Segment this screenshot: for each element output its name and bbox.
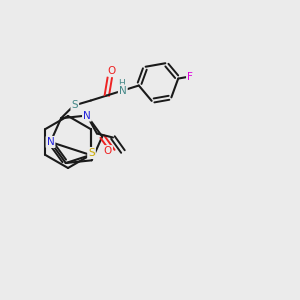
Text: O: O [108,65,116,76]
Text: N: N [119,85,127,95]
Text: S: S [71,100,78,110]
Text: F: F [187,72,193,82]
Text: N: N [83,110,91,121]
Text: H: H [118,79,125,88]
Text: S: S [88,148,95,158]
Text: O: O [104,146,112,156]
Text: N: N [46,137,54,147]
